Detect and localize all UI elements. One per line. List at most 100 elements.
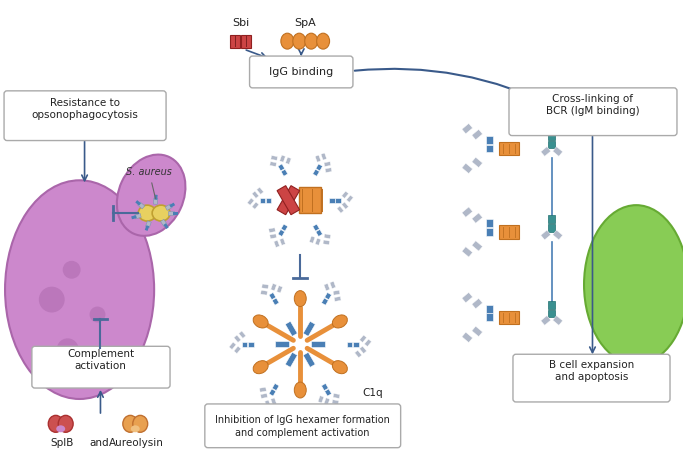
Polygon shape — [316, 164, 323, 171]
Circle shape — [39, 287, 64, 313]
Polygon shape — [323, 240, 329, 245]
Text: B cell expansion
and apoptosis: B cell expansion and apoptosis — [549, 361, 634, 382]
Text: and: and — [90, 437, 110, 448]
Text: SpA: SpA — [295, 18, 316, 28]
Polygon shape — [553, 147, 562, 156]
Polygon shape — [360, 346, 366, 354]
Polygon shape — [462, 124, 473, 134]
Ellipse shape — [117, 154, 186, 236]
Polygon shape — [329, 198, 335, 202]
Text: Resistance to
opsonophagocytosis: Resistance to opsonophagocytosis — [31, 98, 138, 119]
Ellipse shape — [332, 315, 347, 328]
Polygon shape — [332, 400, 339, 405]
Polygon shape — [270, 162, 277, 166]
Polygon shape — [499, 225, 519, 239]
Text: SplB: SplB — [50, 437, 73, 448]
Polygon shape — [342, 202, 349, 209]
Polygon shape — [285, 321, 297, 337]
Circle shape — [81, 372, 95, 386]
Polygon shape — [313, 224, 319, 231]
Polygon shape — [353, 342, 359, 347]
Polygon shape — [472, 213, 482, 223]
Polygon shape — [462, 292, 473, 303]
Polygon shape — [548, 215, 556, 223]
Polygon shape — [548, 141, 556, 148]
Ellipse shape — [316, 33, 329, 49]
Polygon shape — [309, 236, 315, 243]
Polygon shape — [311, 341, 325, 347]
Polygon shape — [272, 384, 279, 390]
Text: Inhibition of IgG hexamer formation: Inhibition of IgG hexamer formation — [215, 415, 390, 425]
Polygon shape — [264, 400, 271, 408]
Polygon shape — [277, 186, 299, 215]
Polygon shape — [324, 162, 331, 166]
Polygon shape — [278, 164, 285, 171]
Ellipse shape — [133, 415, 148, 432]
Polygon shape — [337, 206, 344, 213]
Polygon shape — [472, 130, 482, 140]
Polygon shape — [540, 147, 551, 156]
Polygon shape — [342, 191, 349, 198]
Polygon shape — [364, 339, 371, 347]
Polygon shape — [154, 195, 158, 200]
Ellipse shape — [295, 382, 306, 398]
Ellipse shape — [281, 33, 294, 49]
Polygon shape — [229, 35, 240, 47]
Polygon shape — [275, 341, 289, 347]
Polygon shape — [486, 219, 493, 227]
Ellipse shape — [152, 205, 170, 221]
Ellipse shape — [58, 415, 73, 432]
Polygon shape — [548, 131, 556, 140]
Polygon shape — [134, 213, 141, 219]
Polygon shape — [286, 157, 291, 164]
Polygon shape — [266, 198, 271, 202]
Polygon shape — [315, 238, 321, 245]
Polygon shape — [257, 187, 264, 195]
Polygon shape — [324, 398, 329, 405]
Polygon shape — [262, 284, 269, 289]
Ellipse shape — [48, 415, 63, 432]
Polygon shape — [333, 290, 340, 295]
Polygon shape — [269, 292, 276, 300]
Polygon shape — [486, 305, 493, 313]
Polygon shape — [316, 230, 323, 236]
Polygon shape — [247, 198, 254, 205]
Circle shape — [57, 338, 79, 360]
Polygon shape — [252, 191, 259, 198]
Polygon shape — [347, 195, 353, 202]
Polygon shape — [274, 240, 279, 248]
FancyBboxPatch shape — [249, 56, 353, 88]
Ellipse shape — [131, 426, 140, 432]
Polygon shape — [277, 186, 299, 215]
Ellipse shape — [584, 205, 685, 364]
Polygon shape — [168, 211, 174, 215]
Polygon shape — [242, 342, 247, 347]
Circle shape — [33, 365, 51, 383]
Polygon shape — [173, 212, 177, 215]
Polygon shape — [360, 335, 366, 343]
Polygon shape — [279, 155, 286, 162]
Polygon shape — [234, 335, 241, 343]
Polygon shape — [499, 311, 519, 325]
Polygon shape — [462, 163, 473, 173]
Polygon shape — [299, 187, 321, 213]
Polygon shape — [486, 228, 493, 236]
Polygon shape — [318, 396, 324, 403]
Ellipse shape — [295, 290, 306, 307]
Text: Sbi: Sbi — [232, 18, 249, 28]
Circle shape — [63, 261, 81, 279]
Polygon shape — [145, 225, 149, 231]
FancyBboxPatch shape — [509, 88, 677, 136]
Polygon shape — [553, 230, 562, 240]
Polygon shape — [462, 332, 473, 343]
Polygon shape — [229, 342, 236, 349]
FancyBboxPatch shape — [513, 354, 670, 402]
Polygon shape — [160, 219, 167, 226]
FancyBboxPatch shape — [205, 404, 401, 448]
Polygon shape — [138, 202, 145, 209]
Ellipse shape — [332, 361, 347, 374]
Polygon shape — [325, 292, 332, 300]
Polygon shape — [145, 221, 151, 228]
Ellipse shape — [123, 415, 138, 432]
Text: Complement
activation: Complement activation — [67, 349, 134, 371]
